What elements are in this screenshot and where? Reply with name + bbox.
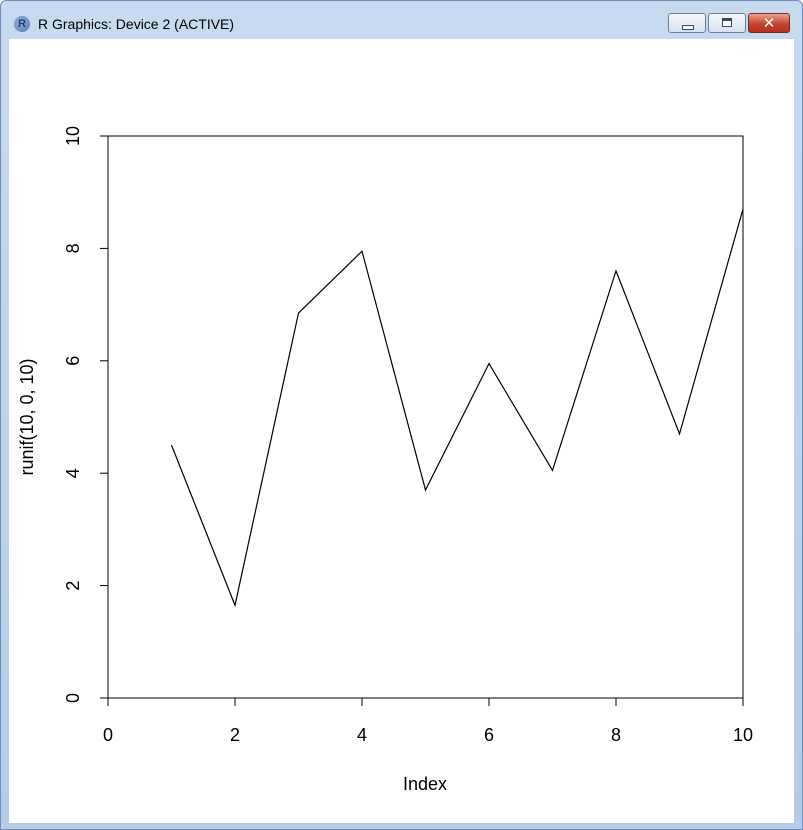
close-button[interactable]: ✕ [748, 13, 790, 33]
maximize-icon [722, 18, 732, 27]
y-ticks: 0 2 4 6 8 10 [63, 126, 108, 703]
x-tick-label: 8 [611, 725, 621, 745]
x-tick-label: 4 [357, 725, 367, 745]
y-tick-label: 10 [63, 126, 83, 146]
x-tick-label: 0 [103, 725, 113, 745]
y-tick-label: 4 [63, 468, 83, 478]
x-tick-label: 10 [733, 725, 753, 745]
x-tick-label: 2 [230, 725, 240, 745]
x-axis-label: Index [403, 774, 447, 794]
minimize-icon [682, 25, 694, 30]
minimize-button[interactable] [668, 13, 706, 33]
y-tick-label: 0 [63, 693, 83, 703]
close-icon: ✕ [762, 14, 776, 32]
y-axis-label: runif(10, 0, 10) [17, 358, 37, 475]
r-logo-icon: R [14, 16, 30, 32]
y-tick-label: 8 [63, 243, 83, 253]
window-title: R Graphics: Device 2 (ACTIVE) [38, 16, 235, 32]
x-tick-label: 6 [484, 725, 494, 745]
title-bar[interactable]: R R Graphics: Device 2 (ACTIVE) ✕ [1, 1, 802, 39]
x-ticks: 0 2 4 6 8 10 [103, 698, 753, 745]
series-group [170, 208, 744, 608]
line-chart: 0 2 4 6 8 10 0 2 4 6 8 10 Index runif(10, 0, 10) [17, 126, 753, 794]
y-tick-label: 6 [63, 356, 83, 366]
y-tick-label: 2 [63, 581, 83, 591]
maximize-button[interactable] [708, 13, 746, 33]
series-line [170, 208, 744, 608]
plot-box [107, 135, 744, 699]
plot-area: 0 2 4 6 8 10 0 2 4 6 8 10 Index runif(10, 0, 10) [9, 39, 794, 823]
